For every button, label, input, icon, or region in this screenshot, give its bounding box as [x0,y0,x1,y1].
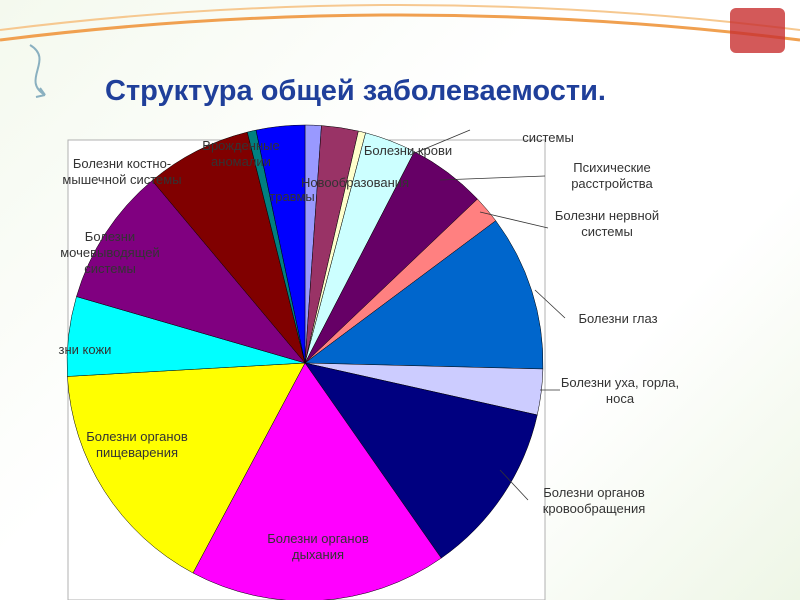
pie-slice [192,362,442,600]
slice-label: Врожденные аномалии [202,138,280,169]
chart-title: Структура общей заболеваемости. [105,75,606,107]
slice-label: Болезни костно-мышечной системы [62,156,182,187]
decor-arc [0,4,800,31]
slice-label: травмы [269,189,315,204]
slice-label: Болезни мочевыводящей системы [60,229,160,276]
leader-line [479,211,549,229]
slice-label: Болезни органов дыхания [267,531,369,562]
slice-label: системы [522,130,574,145]
slice-label: Новообразования [300,175,410,190]
slice-label: Болезни глаз [578,311,658,326]
pie-slice [76,180,306,364]
slice-label: Психические расстройства [571,160,653,191]
leader-line [499,469,529,501]
decor-swirl [29,44,46,98]
slice-label: Болезни органов кровообращения [542,485,646,516]
slice-label: Болезни крови [363,143,453,158]
slice-label: Болезни нервной системы [554,208,660,239]
pie-slice [151,131,306,364]
slice-label: Болезни уха, горла, носа [560,375,680,406]
pie-slice [255,124,306,364]
pie-slice [304,220,544,370]
logo [730,8,785,53]
slice-label: зни кожи [58,342,112,357]
slice-label: Болезни органов пищеварения [86,429,188,460]
pie-slice [304,362,538,559]
leader-line [534,289,566,319]
leader-line [409,129,471,156]
decor-arc [0,13,800,42]
leader-line [439,175,546,181]
pie-slice [67,362,306,574]
